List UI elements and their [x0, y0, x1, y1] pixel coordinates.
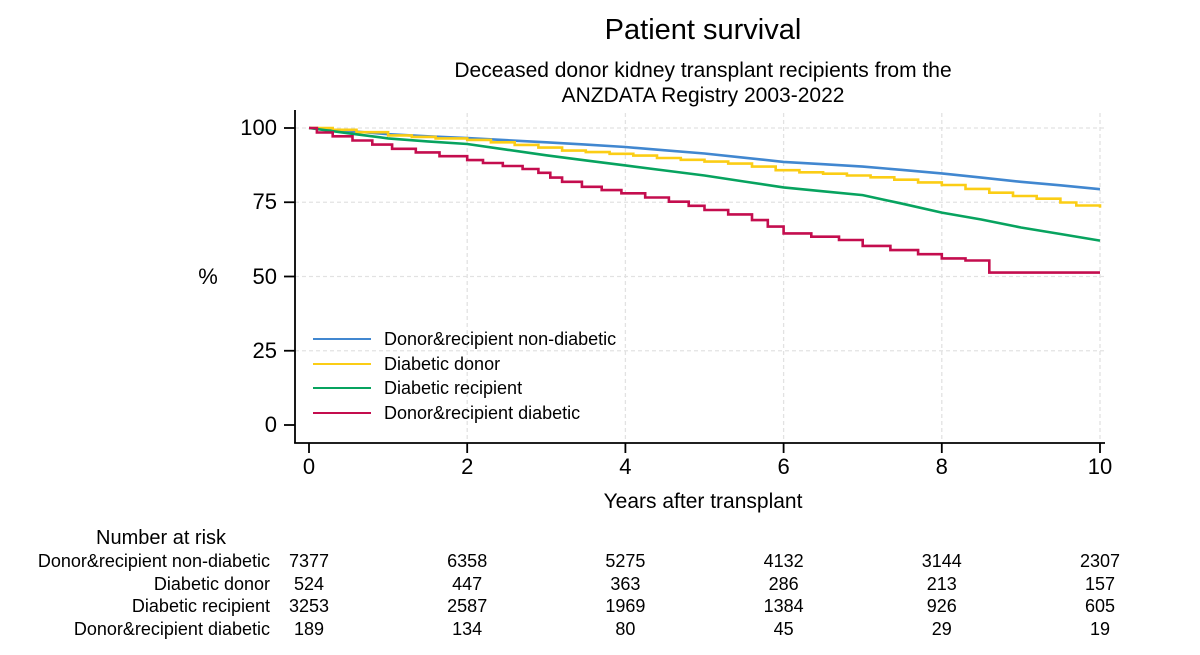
- legend-item-non-diabetic: Donor&recipient non-diabetic: [313, 327, 616, 352]
- number-at-risk-title: Number at risk: [96, 527, 227, 549]
- x-tick-label-10: 10: [1087, 454, 1113, 479]
- risk-value: 1969: [605, 596, 646, 616]
- legend-line-swatch-green: [313, 387, 371, 390]
- risk-value: 80: [615, 618, 636, 639]
- survival-curve-1: [308, 126, 1101, 191]
- legend-label: Donor&recipient non-diabetic: [384, 329, 617, 350]
- risk-value: 4132: [763, 550, 804, 571]
- x-tick-label-2: 2: [461, 454, 474, 479]
- legend-item-diabetic-donor: Diabetic donor: [313, 352, 616, 377]
- risk-value: 2307: [1079, 550, 1121, 571]
- chart-subtitle-line1: Deceased donor kidney transplant recipie…: [454, 59, 952, 82]
- legend-label: Donor&recipient diabetic: [384, 402, 581, 423]
- risk-row-label: Donor&recipient diabetic: [73, 618, 270, 639]
- chart-subtitle: Deceased donor kidney transplant recipie…: [253, 58, 1153, 108]
- risk-value: 605: [1084, 596, 1116, 616]
- risk-value: 524: [293, 573, 325, 594]
- y-axis-title: %: [198, 264, 218, 289]
- legend-line-swatch-blue: [313, 338, 371, 341]
- risk-value: 5275: [605, 550, 646, 571]
- risk-value: 189: [293, 618, 325, 639]
- y-tick-label-25: 25: [252, 337, 277, 363]
- risk-value: 134: [452, 618, 483, 639]
- chart-subtitle-line2: ANZDATA Registry 2003-2022: [561, 84, 845, 107]
- risk-row-label: Donor&recipient non-diabetic: [37, 550, 270, 571]
- x-tick-label-8: 8: [935, 454, 948, 479]
- risk-value: 447: [452, 573, 483, 594]
- risk-value: 213: [926, 573, 957, 594]
- x-axis-title: Years after transplant: [603, 490, 803, 513]
- risk-value: 7377: [288, 550, 330, 571]
- y-tick-label-100: 100: [240, 115, 277, 140]
- risk-value: 3253: [288, 596, 330, 616]
- risk-value: 29: [931, 618, 952, 639]
- x-tick-label-0: 0: [302, 454, 316, 479]
- survival-curve-3: [308, 126, 1101, 242]
- risk-value: 1384: [763, 596, 804, 616]
- chart-title: Patient survival: [604, 14, 802, 46]
- y-tick-label-50: 50: [252, 263, 277, 289]
- x-tick-label-6: 6: [777, 454, 790, 479]
- legend-item-diabetic-both: Donor&recipient diabetic: [313, 401, 616, 426]
- risk-value: 926: [926, 596, 957, 616]
- risk-value: 6358: [447, 550, 488, 571]
- legend-line-swatch-yellow: [313, 362, 371, 365]
- survival-curve-4: [309, 126, 1100, 274]
- risk-value: 3144: [921, 550, 962, 571]
- risk-value: 157: [1084, 573, 1116, 594]
- risk-value: 286: [768, 573, 799, 594]
- risk-value: 45: [773, 618, 794, 639]
- risk-value: 2587: [447, 596, 488, 616]
- legend: Donor&recipient non-diabetic Diabetic do…: [313, 327, 616, 425]
- legend-line-swatch-red: [313, 411, 371, 414]
- legend-label: Diabetic recipient: [384, 378, 523, 399]
- survival-curve-2: [309, 126, 1102, 208]
- risk-row-label: Diabetic donor: [153, 573, 270, 594]
- legend-item-diabetic-recipient: Diabetic recipient: [313, 376, 616, 401]
- risk-row-label: Diabetic recipient: [131, 596, 270, 616]
- y-tick-label-75: 75: [252, 189, 277, 215]
- legend-label: Diabetic donor: [384, 353, 501, 374]
- risk-value: 363: [610, 573, 641, 594]
- risk-value: 19: [1089, 618, 1111, 639]
- y-tick-label-0: 0: [264, 412, 277, 437]
- x-tick-label-4: 4: [619, 454, 632, 479]
